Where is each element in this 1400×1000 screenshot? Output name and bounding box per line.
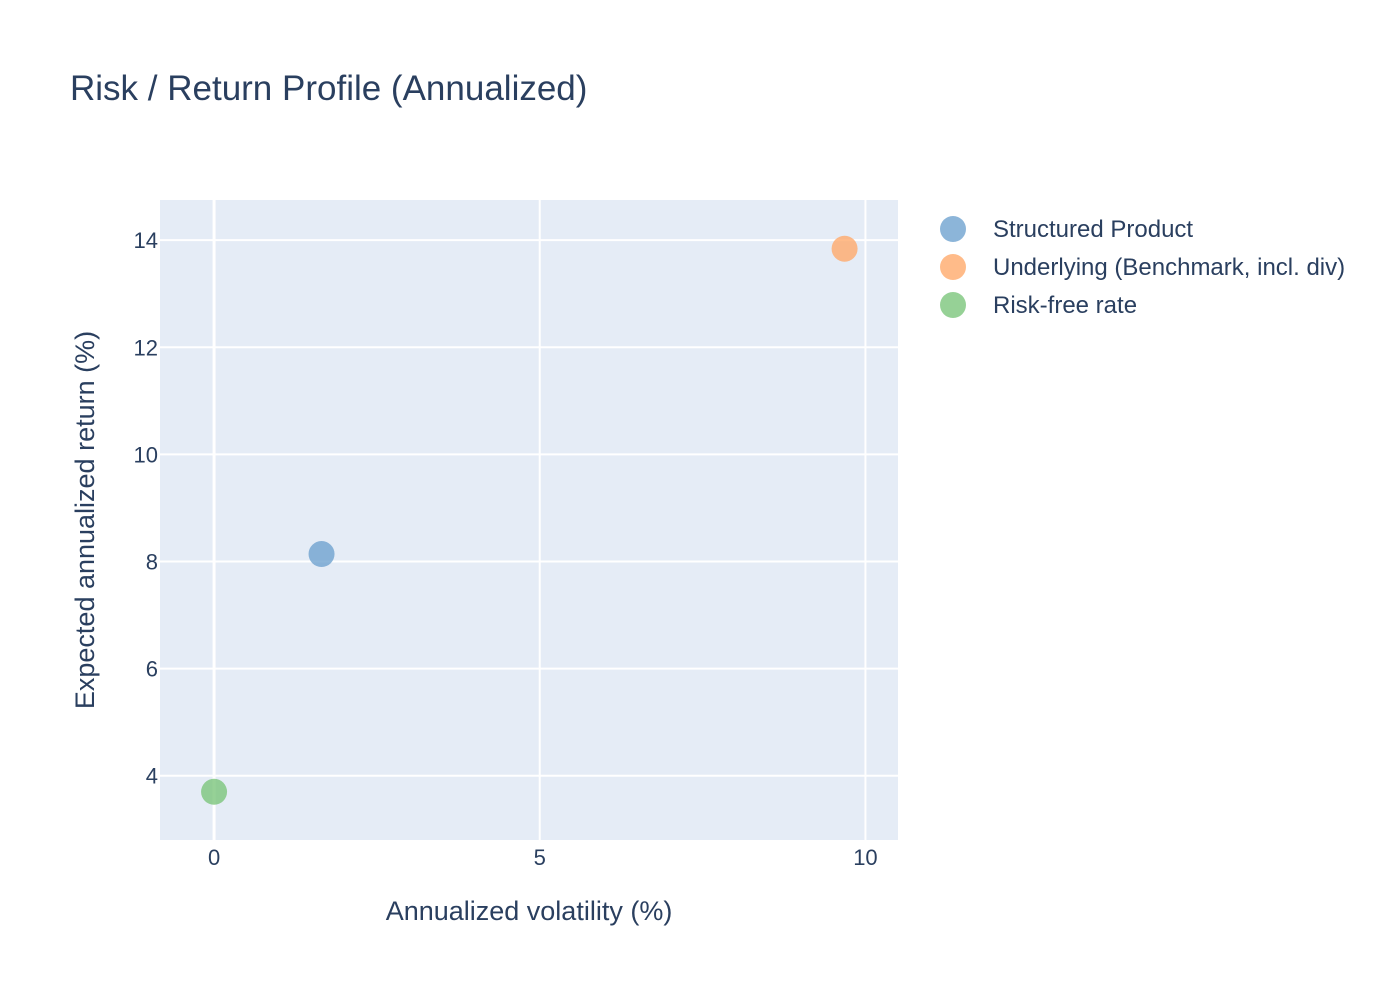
data-point-3[interactable]	[201, 778, 228, 805]
legend: Structured Product Underlying (Benchmark,…	[940, 216, 1345, 319]
legend-item-2[interactable]: Underlying (Benchmark, incl. div)	[940, 254, 1345, 281]
y-tick-label: 4	[146, 764, 158, 789]
data-point-2[interactable]	[831, 235, 858, 262]
y-tick-label: 12	[134, 335, 158, 360]
y-tick-label: 10	[134, 442, 158, 467]
y-tick-label: 8	[146, 550, 158, 575]
y-tick-label: 6	[146, 657, 158, 682]
legend-item-3[interactable]: Risk-free rate	[940, 292, 1137, 319]
legend-label: Underlying (Benchmark, incl. div)	[993, 254, 1345, 281]
y-axis-title: Expected annualized return (%)	[70, 331, 100, 709]
legend-marker	[940, 292, 966, 318]
x-tick-label: 10	[853, 845, 877, 870]
y-tick-labels: 4 6 8 10 12 14	[134, 228, 158, 789]
legend-item-1[interactable]: Structured Product	[940, 216, 1193, 243]
x-tick-labels: 0 5 10	[208, 845, 878, 870]
legend-label: Structured Product	[993, 216, 1193, 243]
legend-marker	[940, 216, 966, 242]
data-points	[201, 235, 858, 805]
x-tick-label: 0	[208, 845, 220, 870]
x-axis-title: Annualized volatility (%)	[386, 896, 673, 926]
x-tick-label: 5	[534, 845, 546, 870]
chart-title: Risk / Return Profile (Annualized)	[70, 69, 587, 108]
y-tick-label: 14	[134, 228, 158, 253]
gridlines	[160, 200, 898, 840]
plot-area	[160, 200, 898, 840]
data-point-1[interactable]	[308, 541, 335, 568]
legend-label: Risk-free rate	[993, 292, 1137, 319]
legend-marker	[940, 254, 966, 280]
